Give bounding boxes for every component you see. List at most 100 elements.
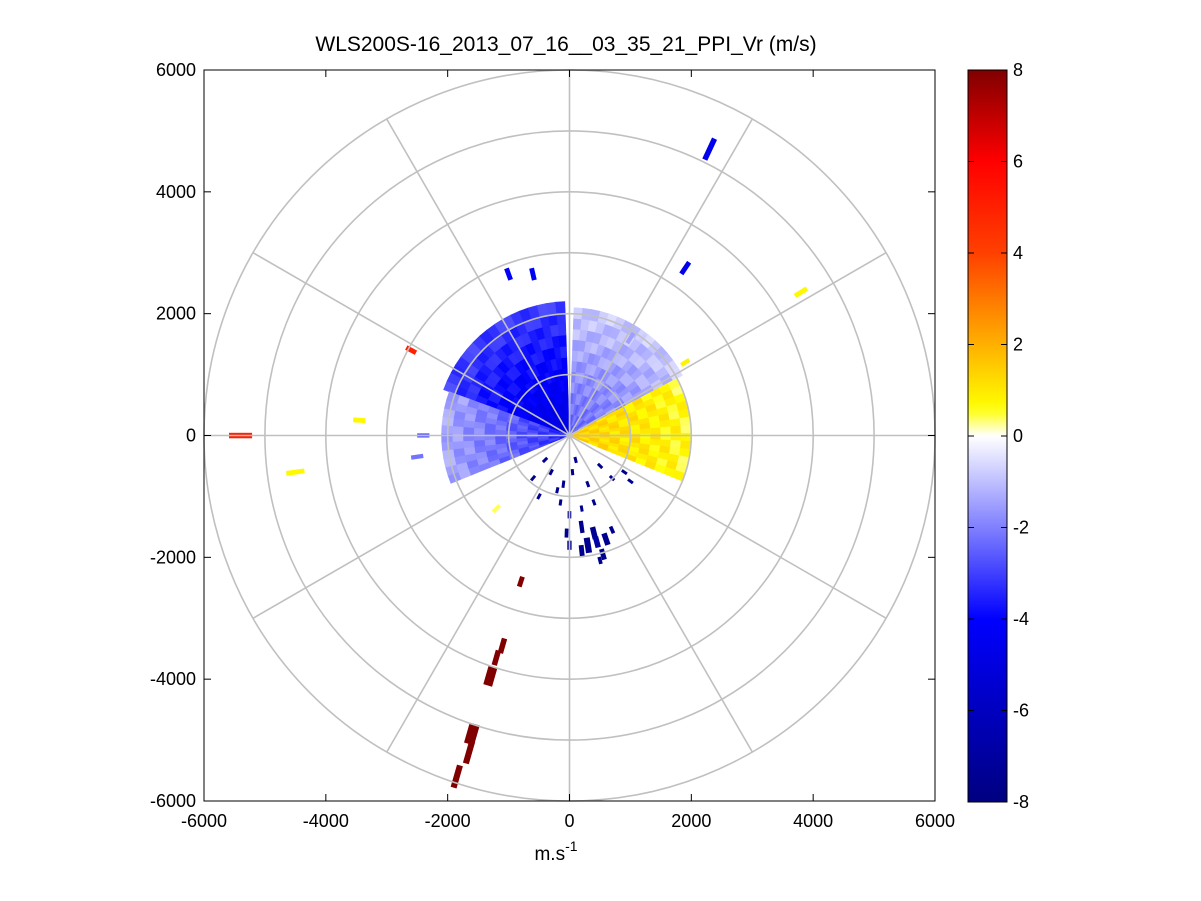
x-axis: -6000 -4000 -2000 0 2000 4000 6000	[181, 70, 955, 831]
velocity-cell	[680, 440, 692, 450]
velocity-gate	[541, 456, 549, 464]
y-tick-label: -4000	[150, 669, 196, 689]
velocity-cell	[670, 425, 682, 434]
azimuth-spoke	[568, 435, 753, 753]
velocity-cell	[560, 357, 568, 370]
velocity-cell	[649, 421, 661, 429]
velocity-gate	[497, 637, 508, 654]
velocity-gate	[597, 556, 603, 565]
y-tick-label: 4000	[156, 182, 196, 202]
velocity-cell	[473, 439, 486, 448]
velocity-gate	[555, 486, 560, 494]
velocity-gate	[578, 520, 585, 534]
velocity-cell	[619, 429, 631, 435]
velocity-gate	[601, 532, 611, 546]
velocity-gate	[564, 528, 569, 538]
velocity-cell	[563, 379, 569, 392]
velocity-cell	[545, 301, 558, 315]
velocity-cell	[494, 438, 507, 445]
azimuth-spoke	[386, 435, 571, 753]
x-tick-label: -4000	[303, 811, 349, 831]
velocity-cell	[660, 433, 672, 441]
x-axis-label: m.s-1	[534, 838, 577, 865]
velocity-gate	[625, 331, 636, 345]
colorbar-tick-label: 2	[1013, 335, 1023, 355]
velocity-gate	[570, 468, 575, 476]
colorbar-tick-label: -8	[1013, 792, 1029, 812]
velocity-gate	[589, 526, 599, 540]
y-tick-label: 0	[186, 426, 196, 446]
velocity-gate	[536, 492, 542, 500]
x-axis-label-exponent: -1	[565, 838, 578, 854]
velocity-gate	[285, 468, 305, 476]
x-tick-label: -6000	[181, 811, 227, 831]
velocity-gate	[702, 137, 718, 161]
velocity-cell	[659, 419, 672, 429]
chart-title: WLS200S-16_2013_07_16__03_35_21_PPI_Vr (…	[315, 33, 816, 56]
colorbar-tick-label: 4	[1013, 243, 1023, 263]
velocity-gate	[627, 478, 634, 485]
velocity-cell	[549, 324, 560, 337]
x-tick-label: 6000	[915, 811, 955, 831]
velocity-cell	[609, 430, 621, 436]
velocity-gate	[679, 260, 692, 276]
x-tick-label: -2000	[425, 811, 471, 831]
velocity-gate	[583, 537, 593, 554]
velocity-gate	[599, 548, 607, 561]
velocity-gate	[573, 456, 578, 464]
y-axis: 6000 4000 2000 0 -2000 -4000 -6000	[150, 60, 935, 811]
x-tick-label: 2000	[671, 811, 711, 831]
velocity-gate	[516, 576, 525, 588]
velocity-cell	[650, 427, 662, 435]
x-axis-label-base: m.s	[534, 844, 565, 865]
velocity-gate	[585, 480, 591, 488]
velocity-gate	[410, 453, 424, 460]
velocity-cell	[669, 418, 682, 428]
velocity-cell	[462, 426, 475, 435]
y-tick-label: -2000	[150, 547, 196, 567]
colorbar-tick-label: 8	[1013, 60, 1023, 80]
y-tick-label: -6000	[150, 791, 196, 811]
velocity-gate	[592, 536, 601, 549]
velocity-gate	[529, 267, 537, 281]
velocity-gate	[558, 499, 563, 506]
velocity-gate	[491, 649, 502, 666]
velocity-gate	[464, 722, 480, 746]
velocity-gate	[793, 286, 809, 299]
colorbar-tick-label: 6	[1013, 152, 1023, 172]
azimuth-spoke	[386, 118, 571, 436]
velocity-gate	[579, 505, 584, 512]
velocity-gate	[608, 525, 616, 534]
x-tick-label: 0	[564, 811, 574, 831]
velocity-cell	[452, 440, 464, 450]
colorbar-scale	[968, 70, 1007, 802]
velocity-gate	[596, 462, 604, 470]
velocity-cell	[446, 391, 460, 404]
velocity-gate	[591, 499, 597, 506]
colorbar-tick-label: -2	[1013, 518, 1029, 538]
velocity-gate	[504, 267, 513, 281]
velocity-cell	[680, 432, 692, 442]
velocity-gate	[462, 740, 476, 765]
velocity-gate	[561, 480, 566, 488]
velocity-gate	[548, 468, 554, 476]
x-tick-label: 4000	[793, 811, 833, 831]
y-tick-label: 6000	[156, 60, 196, 80]
velocity-cell	[555, 301, 566, 314]
colorbar-tick-label: -4	[1013, 609, 1029, 629]
azimuth-spoke	[569, 434, 887, 619]
velocity-cell	[639, 428, 652, 435]
velocity-gate	[578, 544, 585, 558]
velocity-gate	[529, 474, 537, 482]
velocity-cell	[670, 433, 682, 442]
colorbar-tick-label: -6	[1013, 701, 1029, 721]
y-tick-label: 2000	[156, 304, 196, 324]
velocity-cell	[483, 438, 496, 446]
velocity-gate	[353, 417, 366, 424]
azimuth-spoke	[569, 252, 887, 437]
colorbar-tick-label: 0	[1013, 426, 1023, 446]
velocity-cell	[680, 424, 692, 434]
velocity-cell	[462, 440, 475, 449]
azimuth-spoke	[568, 118, 753, 436]
